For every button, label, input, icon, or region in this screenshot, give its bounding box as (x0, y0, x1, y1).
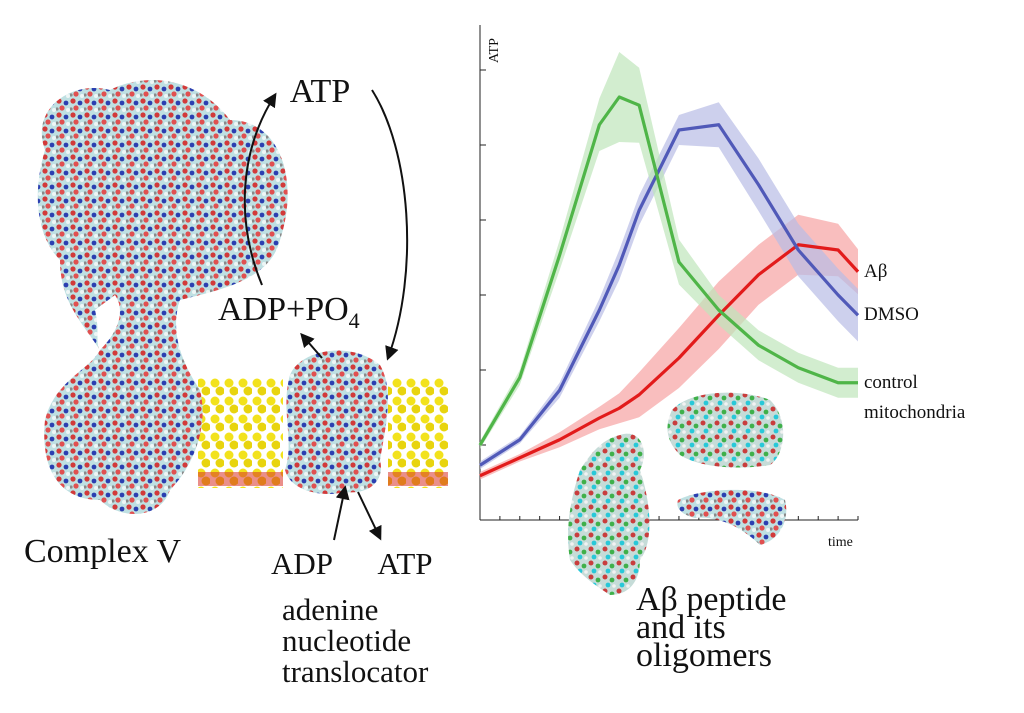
plot: ATP time (478, 25, 860, 550)
label: ADP (271, 546, 333, 581)
label-subscript: 4 (349, 308, 360, 333)
y-axis-label: ATP (487, 38, 502, 63)
lipid-bilayer (198, 378, 283, 488)
label: Complex V (24, 533, 182, 570)
label: ADP+PO4 (218, 291, 360, 333)
lipid-heads (388, 472, 448, 486)
label: ATP (290, 73, 350, 110)
complex-v-structure (37, 80, 288, 514)
error-band (480, 102, 858, 469)
series-label: DMSO (864, 304, 919, 326)
translocator-structure (285, 350, 388, 494)
peptide-structure (568, 433, 650, 595)
gap (95, 295, 120, 350)
lipid-heads (198, 472, 283, 486)
label: ADP+PO (218, 291, 349, 328)
arrow (357, 491, 382, 541)
x-axis-label: time (828, 535, 853, 550)
arrow (300, 332, 323, 359)
label: nucleotide (282, 623, 411, 658)
lipid-bilayer (388, 378, 448, 488)
series-line (479, 123, 860, 467)
oligomer-structure (677, 489, 787, 545)
series-label: control mitochondria (864, 371, 966, 423)
oligomer-structure (667, 392, 784, 468)
arrow (333, 485, 350, 541)
series-line (478, 95, 858, 446)
label: adenine (282, 592, 378, 627)
label: ATP (377, 546, 432, 581)
label: oligomers (636, 637, 772, 674)
label: translocator (282, 654, 429, 689)
series-line (479, 243, 860, 478)
arrow (243, 92, 277, 286)
arrow (371, 89, 409, 361)
label: Aβ peptide (636, 581, 786, 618)
diagram: ATP ADP+PO4 Complex V ADP ATP adenine nu… (24, 73, 786, 689)
error-band (480, 214, 858, 480)
series-label: Aβ (864, 260, 888, 282)
label: and its (636, 609, 726, 646)
